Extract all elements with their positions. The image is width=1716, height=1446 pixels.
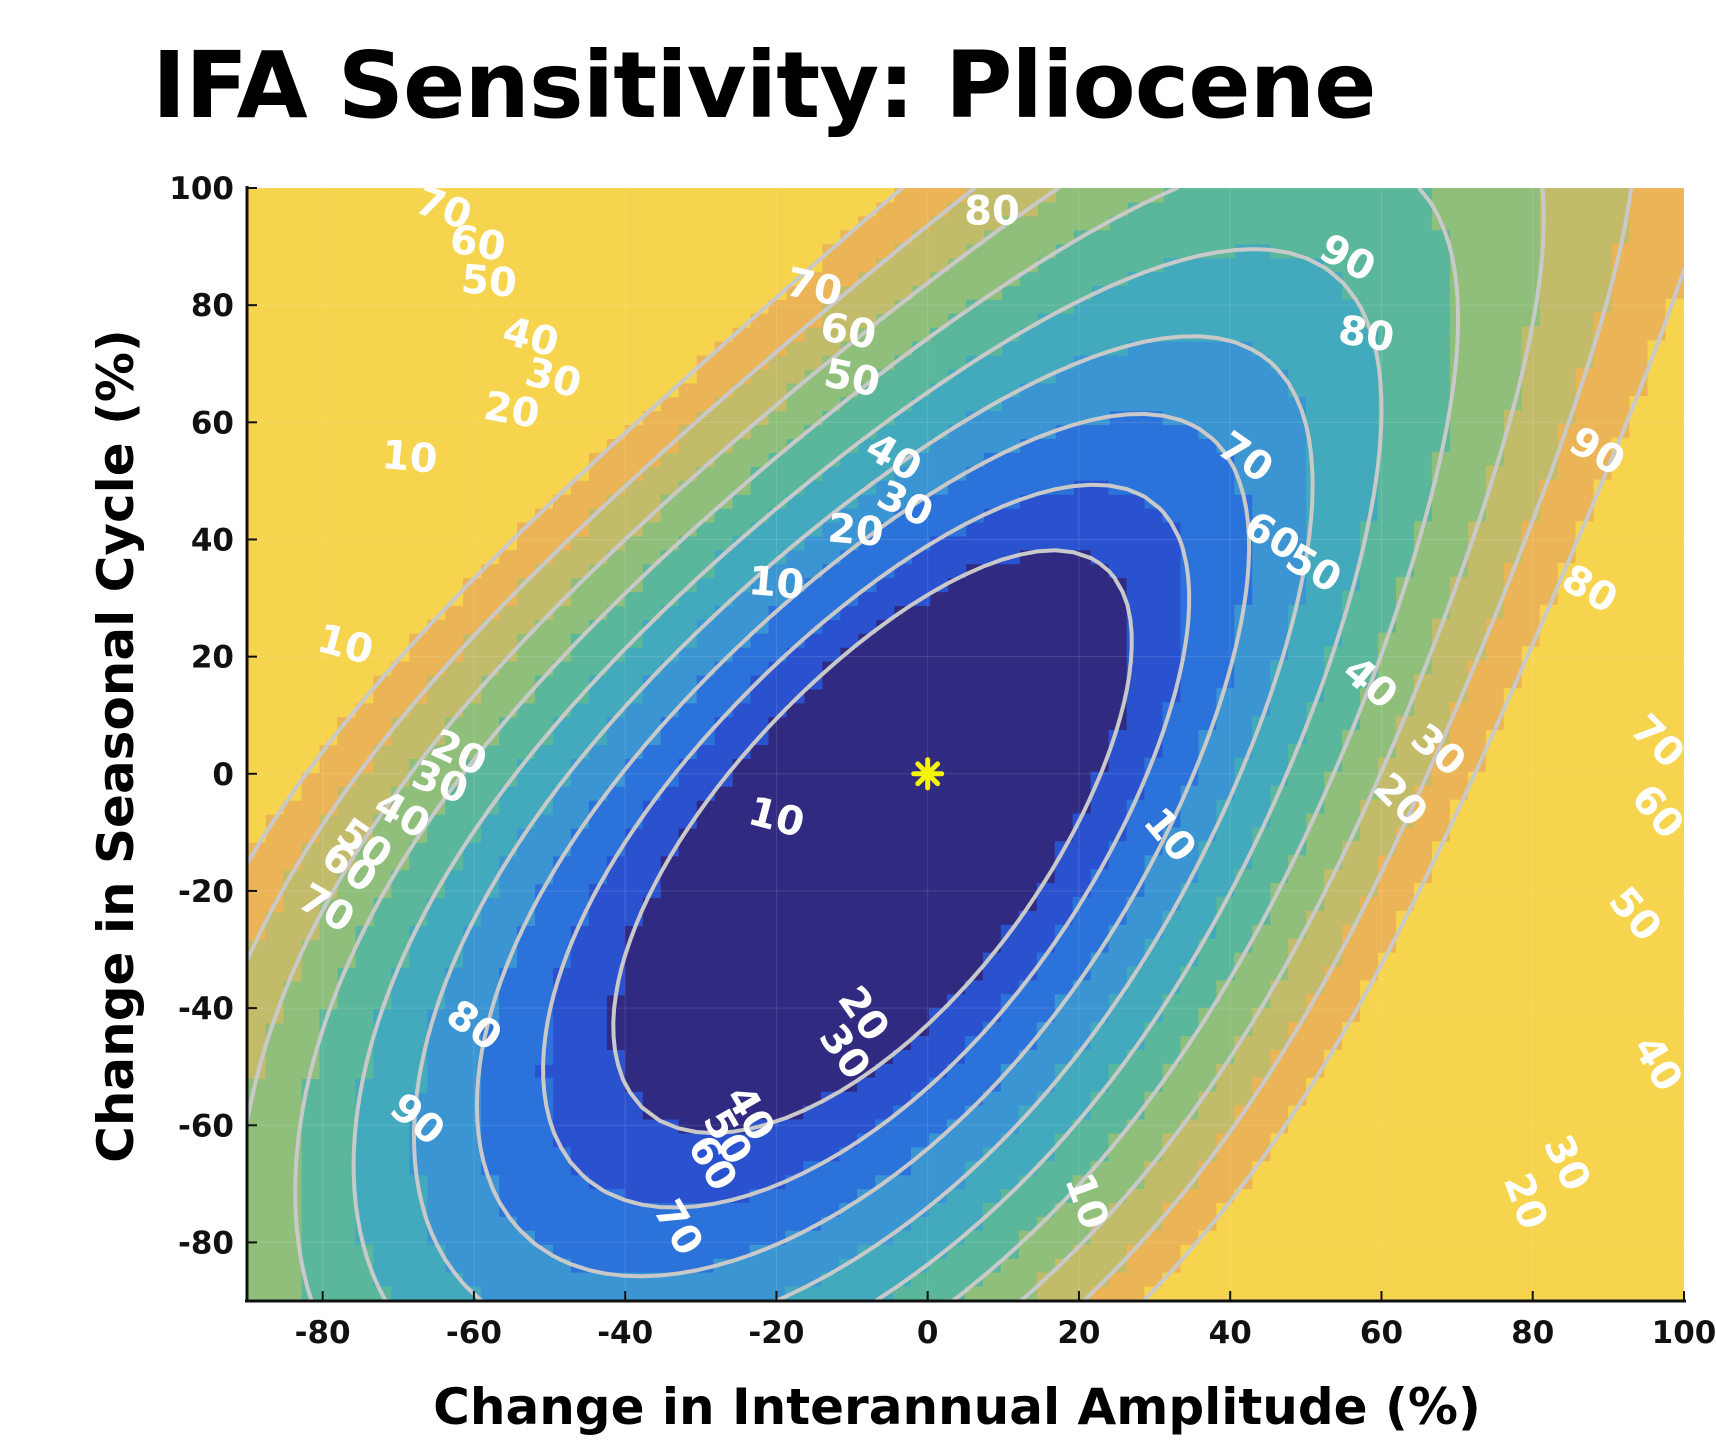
y-tick-label: -60	[178, 1108, 234, 1144]
reference-asterisk-stroke	[915, 761, 941, 787]
contour-label: 60	[817, 304, 880, 359]
x-tick-label: 0	[917, 1315, 939, 1351]
contour-label: 80	[1335, 307, 1398, 362]
x-tick-labels: -80 -60 -40 -20 0 20 40 60 80 100	[295, 1291, 1716, 1351]
y-tick-label: 0	[212, 757, 234, 793]
grid-lines	[247, 188, 1684, 1301]
y-tick-label: 20	[191, 640, 234, 676]
y-tick-label: 40	[191, 523, 234, 559]
contour-band-1	[533, 479, 1182, 1205]
y-tick-label: -80	[178, 1225, 234, 1261]
contour-band-5	[300, 188, 1452, 1301]
contour-line-50	[351, 247, 1384, 1301]
contour-lines	[247, 188, 1684, 1301]
contour-label: 20	[826, 505, 885, 556]
contour-label: 50	[459, 256, 518, 307]
contour-band-6	[247, 188, 1541, 1301]
contour-line-70	[247, 188, 1546, 1301]
contour-label: 20	[480, 383, 543, 438]
x-tick-label: -60	[446, 1315, 502, 1351]
contour-band-0	[605, 549, 1128, 1135]
contour-line-10	[611, 548, 1134, 1136]
y-tick-label: 100	[169, 171, 234, 207]
contour-band-8	[247, 188, 1684, 1301]
contour-line-20	[541, 482, 1192, 1210]
contour-band-4	[354, 243, 1380, 1301]
contour-label: 80	[964, 188, 1020, 234]
contour-band-7	[247, 188, 1631, 1301]
y-tick-label: 60	[191, 405, 234, 441]
contour-band-2	[479, 410, 1254, 1274]
contour-label: 60	[446, 216, 509, 271]
x-tick-label: 80	[1511, 1315, 1554, 1351]
contour-label: 10	[380, 432, 439, 483]
x-tick-label: 20	[1057, 1315, 1100, 1351]
y-tick-labels: -80 -60 -40 -20 0 20 40 60 80 100	[169, 171, 257, 1261]
axes	[245, 186, 1686, 1303]
x-tick-label: -20	[748, 1315, 804, 1351]
chart-title: IFA Sensitivity: Pliocene	[152, 32, 1377, 139]
contour-line-80	[247, 188, 1634, 1301]
y-tick-label: -20	[178, 874, 234, 910]
y-tick-label: 80	[191, 288, 234, 324]
reference-point	[911, 757, 945, 791]
contour-line-30	[474, 412, 1252, 1279]
x-axis-label: Change in Interannual Amplitude (%)	[433, 1378, 1481, 1436]
y-tick-label: -40	[178, 991, 234, 1027]
x-tick-label: 100	[1652, 1315, 1716, 1351]
x-tick-label: 40	[1209, 1315, 1252, 1351]
contour-line-60	[293, 188, 1460, 1301]
contour-label: 10	[747, 558, 806, 609]
contour-label: 50	[820, 350, 884, 407]
x-tick-label: -80	[295, 1315, 351, 1351]
x-tick-label: 60	[1360, 1315, 1403, 1351]
contour-label: 70	[782, 259, 846, 316]
y-axis-label: Change in Seasonal Cycle (%)	[87, 329, 145, 1163]
x-tick-label: -40	[597, 1315, 653, 1351]
contour-band-9	[247, 188, 1684, 1301]
